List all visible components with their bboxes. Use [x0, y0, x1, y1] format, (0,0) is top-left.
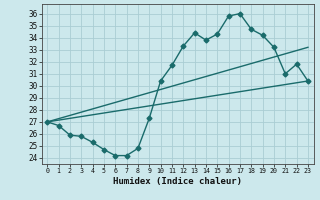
X-axis label: Humidex (Indice chaleur): Humidex (Indice chaleur) [113, 177, 242, 186]
